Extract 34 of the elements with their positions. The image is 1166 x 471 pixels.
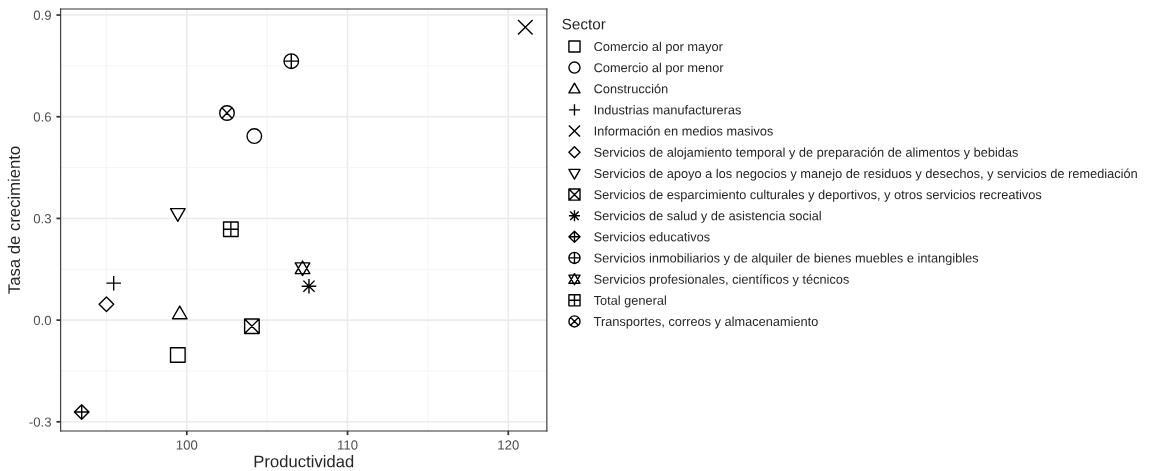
legend-label: Servicios de salud y de asistencia social bbox=[594, 210, 821, 223]
point bbox=[222, 221, 239, 238]
legend-label: Total general bbox=[593, 295, 666, 308]
point bbox=[169, 207, 186, 223]
x-tick-label: 110 bbox=[338, 440, 358, 450]
legend-label: Servicios de esparcimiento culturales y deportivos, y otros servicios recreativos bbox=[594, 189, 1042, 202]
legend-label: Información en medios masivos bbox=[594, 126, 773, 136]
legend-label: Comercio al por mayor bbox=[594, 41, 723, 54]
point bbox=[294, 260, 311, 277]
y-tick-label: 0.6 bbox=[33, 112, 52, 122]
x-tick-label: 100 bbox=[176, 440, 198, 450]
y-tick-label: 0.3 bbox=[33, 214, 52, 224]
y-tick-label: 0.9 bbox=[33, 10, 51, 20]
legend-label: Construcción bbox=[594, 83, 668, 94]
point bbox=[73, 404, 90, 420]
legend-label: Servicios de alojamiento temporal y de preparación de alimentos y bebidas bbox=[594, 147, 1018, 160]
legend-label: Servicios de apoyo a los negocios y manejo de residuos y desechos, y servicios de remediación bbox=[594, 168, 1137, 181]
legend-title: Sector bbox=[562, 18, 606, 30]
x-axis-title: Productividad bbox=[254, 455, 354, 468]
y-tick-label: 0.0 bbox=[33, 315, 52, 326]
legend-label: Industrias manufactureras bbox=[594, 105, 741, 115]
point bbox=[171, 305, 188, 320]
x-tick-label: 120 bbox=[498, 440, 519, 450]
legend-label: Servicios educativos bbox=[594, 232, 710, 242]
legend-label: Servicios profesionales, científicos y técnicos bbox=[594, 274, 849, 287]
y-axis-title: Tasa de crecimiento bbox=[7, 146, 21, 294]
point bbox=[243, 318, 260, 335]
legend-label: Transportes, correos y almacenamiento bbox=[593, 316, 818, 329]
legend-label: Comercio al por menor bbox=[594, 62, 724, 75]
point bbox=[169, 347, 186, 364]
y-tick-label: -0.3 bbox=[29, 417, 52, 427]
point bbox=[283, 53, 300, 70]
legend-label: Servicios inmobiliarios y de alquiler de bienes muebles e intangibles bbox=[594, 253, 979, 266]
point bbox=[219, 105, 235, 121]
